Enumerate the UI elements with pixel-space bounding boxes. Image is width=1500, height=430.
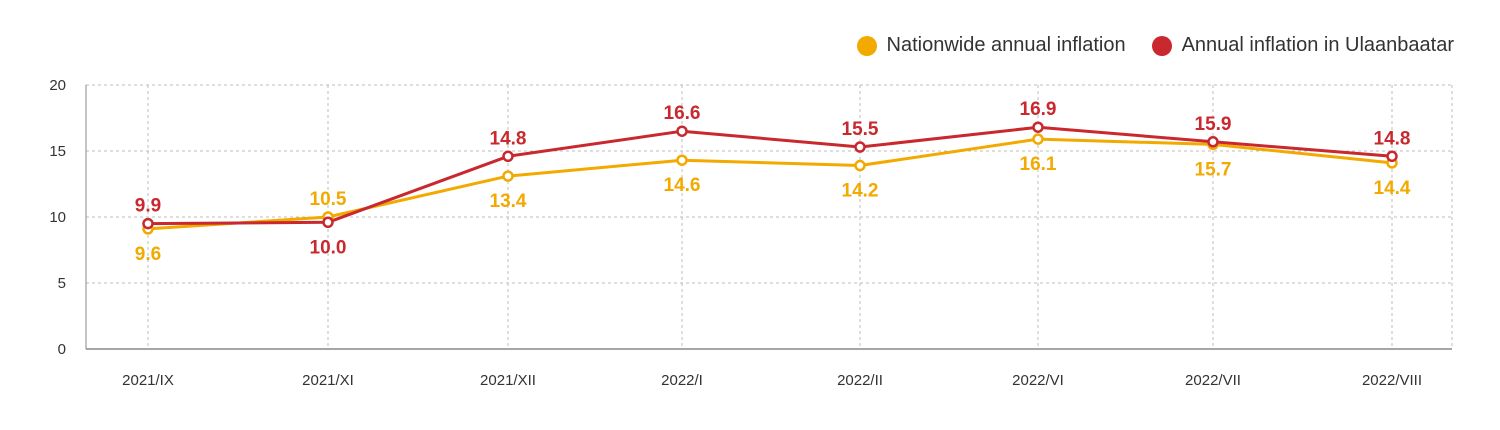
data-point-ulaanbaatar [322, 216, 334, 229]
data-label-nationwide: 10.5 [310, 189, 347, 210]
data-label-nationwide: 13.4 [490, 191, 527, 212]
x-tick-label: 2021/XI [302, 372, 354, 389]
data-label-ulaanbaatar: 14.8 [1374, 128, 1411, 149]
x-tick-label: 2021/XII [480, 372, 536, 389]
y-tick-label: 20 [49, 77, 66, 94]
legend-marker-ulaanbaatar [1151, 35, 1172, 56]
x-tick-label: 2021/IX [122, 372, 174, 389]
data-point-ulaanbaatar [854, 141, 866, 153]
data-point-ulaanbaatar [1386, 150, 1398, 163]
x-tick-label: 2022/VII [1185, 372, 1241, 389]
data-point-ulaanbaatar [142, 217, 154, 230]
y-tick-label: 15 [49, 143, 66, 160]
x-tick-label: 2022/VI [1012, 372, 1064, 389]
data-label-nationwide: 14.2 [842, 181, 879, 202]
data-label-ulaanbaatar: 15.5 [842, 119, 879, 140]
data-point-nationwide [676, 154, 688, 166]
data-point-ulaanbaatar [1207, 136, 1219, 148]
x-tick-label: 2022/II [837, 372, 883, 389]
data-point-ulaanbaatar [502, 150, 514, 163]
legend-marker-nationwide [856, 35, 877, 56]
legend-label-nationwide: Nationwide annual inflation [886, 34, 1126, 56]
legend-item-nationwide: Nationwide annual inflation [856, 34, 1126, 57]
data-label-ulaanbaatar: 15.9 [1195, 114, 1232, 135]
series-line-ulaanbaatar [147, 125, 1393, 226]
data-label-nationwide: 16.1 [1020, 154, 1057, 175]
y-tick-label: 0 [58, 341, 66, 358]
data-label-nationwide: 14.6 [664, 175, 701, 196]
legend-item-ulaanbaatar: Annual inflation in Ulaanbaatar [1151, 34, 1454, 57]
data-point-ulaanbaatar [676, 125, 688, 137]
y-tick-label: 10 [49, 209, 66, 226]
data-point-nationwide [502, 170, 514, 182]
legend: Nationwide annual inflation Annual infla… [856, 34, 1454, 57]
data-label-ulaanbaatar: 14.8 [490, 128, 527, 149]
data-label-ulaanbaatar: 10.0 [310, 237, 347, 258]
y-tick-label: 5 [58, 275, 66, 292]
x-tick-label: 2022/VIII [1362, 372, 1422, 389]
legend-label-ulaanbaatar: Annual inflation in Ulaanbaatar [1181, 34, 1454, 56]
data-point-nationwide [854, 159, 866, 172]
data-point-nationwide [1032, 133, 1044, 145]
data-point-ulaanbaatar [1032, 121, 1044, 133]
data-label-nationwide: 14.4 [1374, 178, 1411, 199]
data-label-ulaanbaatar: 9.9 [135, 196, 161, 217]
data-label-ulaanbaatar: 16.6 [664, 103, 701, 124]
x-tick-label: 2022/I [661, 372, 703, 389]
data-label-nationwide: 15.7 [1195, 159, 1232, 180]
series-line-nationwide [147, 137, 1393, 231]
data-label-nationwide: 9.6 [135, 244, 161, 265]
data-label-ulaanbaatar: 16.9 [1020, 99, 1057, 120]
